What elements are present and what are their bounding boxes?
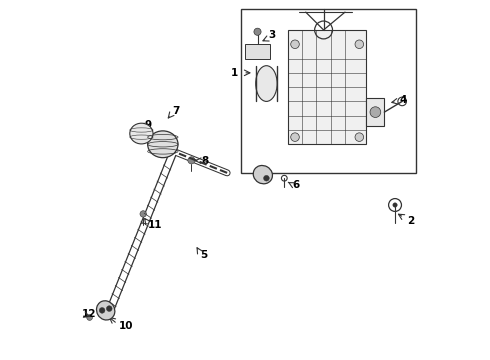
Ellipse shape — [253, 166, 272, 184]
Text: 8: 8 — [201, 156, 209, 166]
Text: 9: 9 — [144, 120, 151, 130]
Ellipse shape — [130, 123, 153, 144]
Text: 2: 2 — [408, 216, 415, 226]
Circle shape — [99, 307, 105, 313]
Circle shape — [140, 211, 147, 217]
Text: 6: 6 — [292, 180, 299, 190]
Ellipse shape — [97, 301, 115, 320]
Circle shape — [87, 315, 93, 320]
Circle shape — [264, 175, 270, 181]
FancyBboxPatch shape — [288, 30, 367, 144]
Ellipse shape — [147, 131, 178, 158]
Text: 11: 11 — [148, 220, 162, 230]
Text: 4: 4 — [399, 95, 407, 105]
Circle shape — [370, 107, 381, 117]
Text: 10: 10 — [119, 321, 134, 332]
Circle shape — [106, 306, 112, 311]
Text: 12: 12 — [81, 309, 96, 319]
Circle shape — [355, 133, 364, 141]
Circle shape — [291, 40, 299, 49]
Ellipse shape — [256, 66, 277, 102]
FancyBboxPatch shape — [245, 44, 270, 59]
Bar — [242, 9, 416, 173]
Text: 3: 3 — [268, 30, 275, 40]
Text: 7: 7 — [172, 107, 180, 116]
Circle shape — [355, 40, 364, 49]
FancyBboxPatch shape — [367, 98, 384, 126]
Text: 1: 1 — [231, 68, 238, 78]
Circle shape — [393, 203, 397, 207]
Text: 5: 5 — [200, 250, 208, 260]
Circle shape — [291, 133, 299, 141]
Circle shape — [188, 157, 195, 164]
Circle shape — [254, 28, 261, 35]
